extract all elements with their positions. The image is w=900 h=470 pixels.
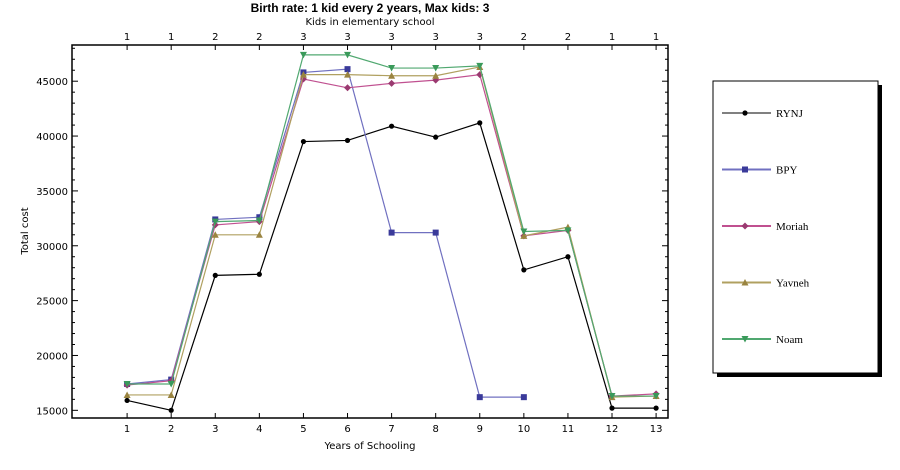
x-tick-label: 6 [344,424,350,435]
data-point [432,72,440,79]
data-point [344,51,352,59]
data-point [344,71,352,78]
data-point [256,214,263,221]
data-point [742,110,748,116]
y-tick-label: 40000 [36,132,68,143]
y-tick-label: 35000 [36,187,68,198]
data-point [123,380,131,388]
data-point [653,405,659,411]
data-point [388,65,396,72]
legend-label: RYNJ [776,108,804,120]
data-point [124,397,130,404]
data-point [255,217,263,225]
x-tick-label: 11 [562,424,575,435]
x-tick-label: 8 [432,424,438,435]
data-point [520,232,528,239]
x-tick-label: 1 [124,424,130,435]
data-point [388,229,395,236]
data-point [167,391,175,398]
legend: RYNJ BPY Moriah Yavneh Noam [712,80,882,377]
x-tick-label: 4 [256,424,262,435]
series-line [127,54,657,397]
data-point [609,405,615,411]
top-tick-label: 1 [653,32,659,43]
top-tick-label: 1 [168,32,174,43]
data-point [742,166,748,173]
legend-label: Moriah [776,221,809,233]
data-point [389,123,395,129]
top-tick-label: 3 [300,32,306,43]
x-tick-label: 9 [477,424,483,435]
data-point [256,271,262,277]
data-point [388,79,396,87]
data-point [167,380,175,388]
chart-title: Birth rate: 1 kid every 2 years, Max kid… [251,1,490,15]
legend-label: Yavneh [776,278,810,290]
data-point [741,222,749,230]
data-point [652,393,660,400]
top-tick-label: 3 [388,32,394,43]
data-point [168,407,174,413]
top-tick-label: 3 [432,32,438,43]
data-point [299,71,307,78]
data-point [344,66,351,73]
x-tick-label: 12 [606,424,619,435]
data-point [432,229,439,236]
data-point [521,267,527,273]
y-tick-label: 30000 [36,242,68,253]
chart-subtitle: Kids in elementary school [306,17,435,28]
x-tick-label: 3 [212,424,218,435]
top-tick-label: 2 [212,32,218,43]
data-point [433,134,439,140]
y-tick-label: 20000 [36,351,68,362]
series-line [127,68,524,398]
data-point [520,228,528,235]
x-axis-label: Years of Schooling [323,441,415,452]
data-point [300,138,307,145]
top-tick-label: 3 [477,32,483,43]
data-point [388,72,396,79]
x-tick-label: 7 [388,424,394,435]
data-point [211,231,219,238]
data-point [608,393,616,400]
y-tick-label: 25000 [36,297,68,308]
top-tick-label: 3 [344,32,350,43]
data-point [432,65,440,72]
x-tick-label: 13 [650,424,663,435]
data-point [477,120,483,126]
data-point [476,62,484,70]
legend-label: Noam [776,334,803,346]
top-tick-label: 2 [256,32,262,43]
top-tick-label: 2 [565,32,571,43]
top-tick-label: 2 [521,32,527,43]
y-tick-label: 15000 [36,406,68,417]
data-point [741,336,749,343]
x-tick-label: 10 [517,424,530,435]
series-bpy [124,66,527,401]
x-tick-label: 5 [300,424,306,435]
data-point [520,394,527,401]
data-point [344,84,352,92]
data-point [255,231,263,238]
data-point [741,279,749,286]
top-tick-label: 1 [124,32,130,43]
x-tick-label: 2 [168,424,174,435]
data-point [565,254,571,260]
legend-label: BPY [776,165,797,177]
data-point [211,218,219,226]
top-tick-label: 1 [609,32,615,43]
series-noam [123,51,660,400]
data-point [344,137,351,144]
data-point [212,272,218,278]
data-point [123,391,131,398]
plot-frame [71,44,669,419]
y-tick-label: 45000 [36,77,68,88]
data-point [564,227,572,234]
data-point [476,394,483,401]
data-point [299,51,307,59]
y-axis-label: Total cost [20,207,31,255]
series-rynj [124,120,659,413]
